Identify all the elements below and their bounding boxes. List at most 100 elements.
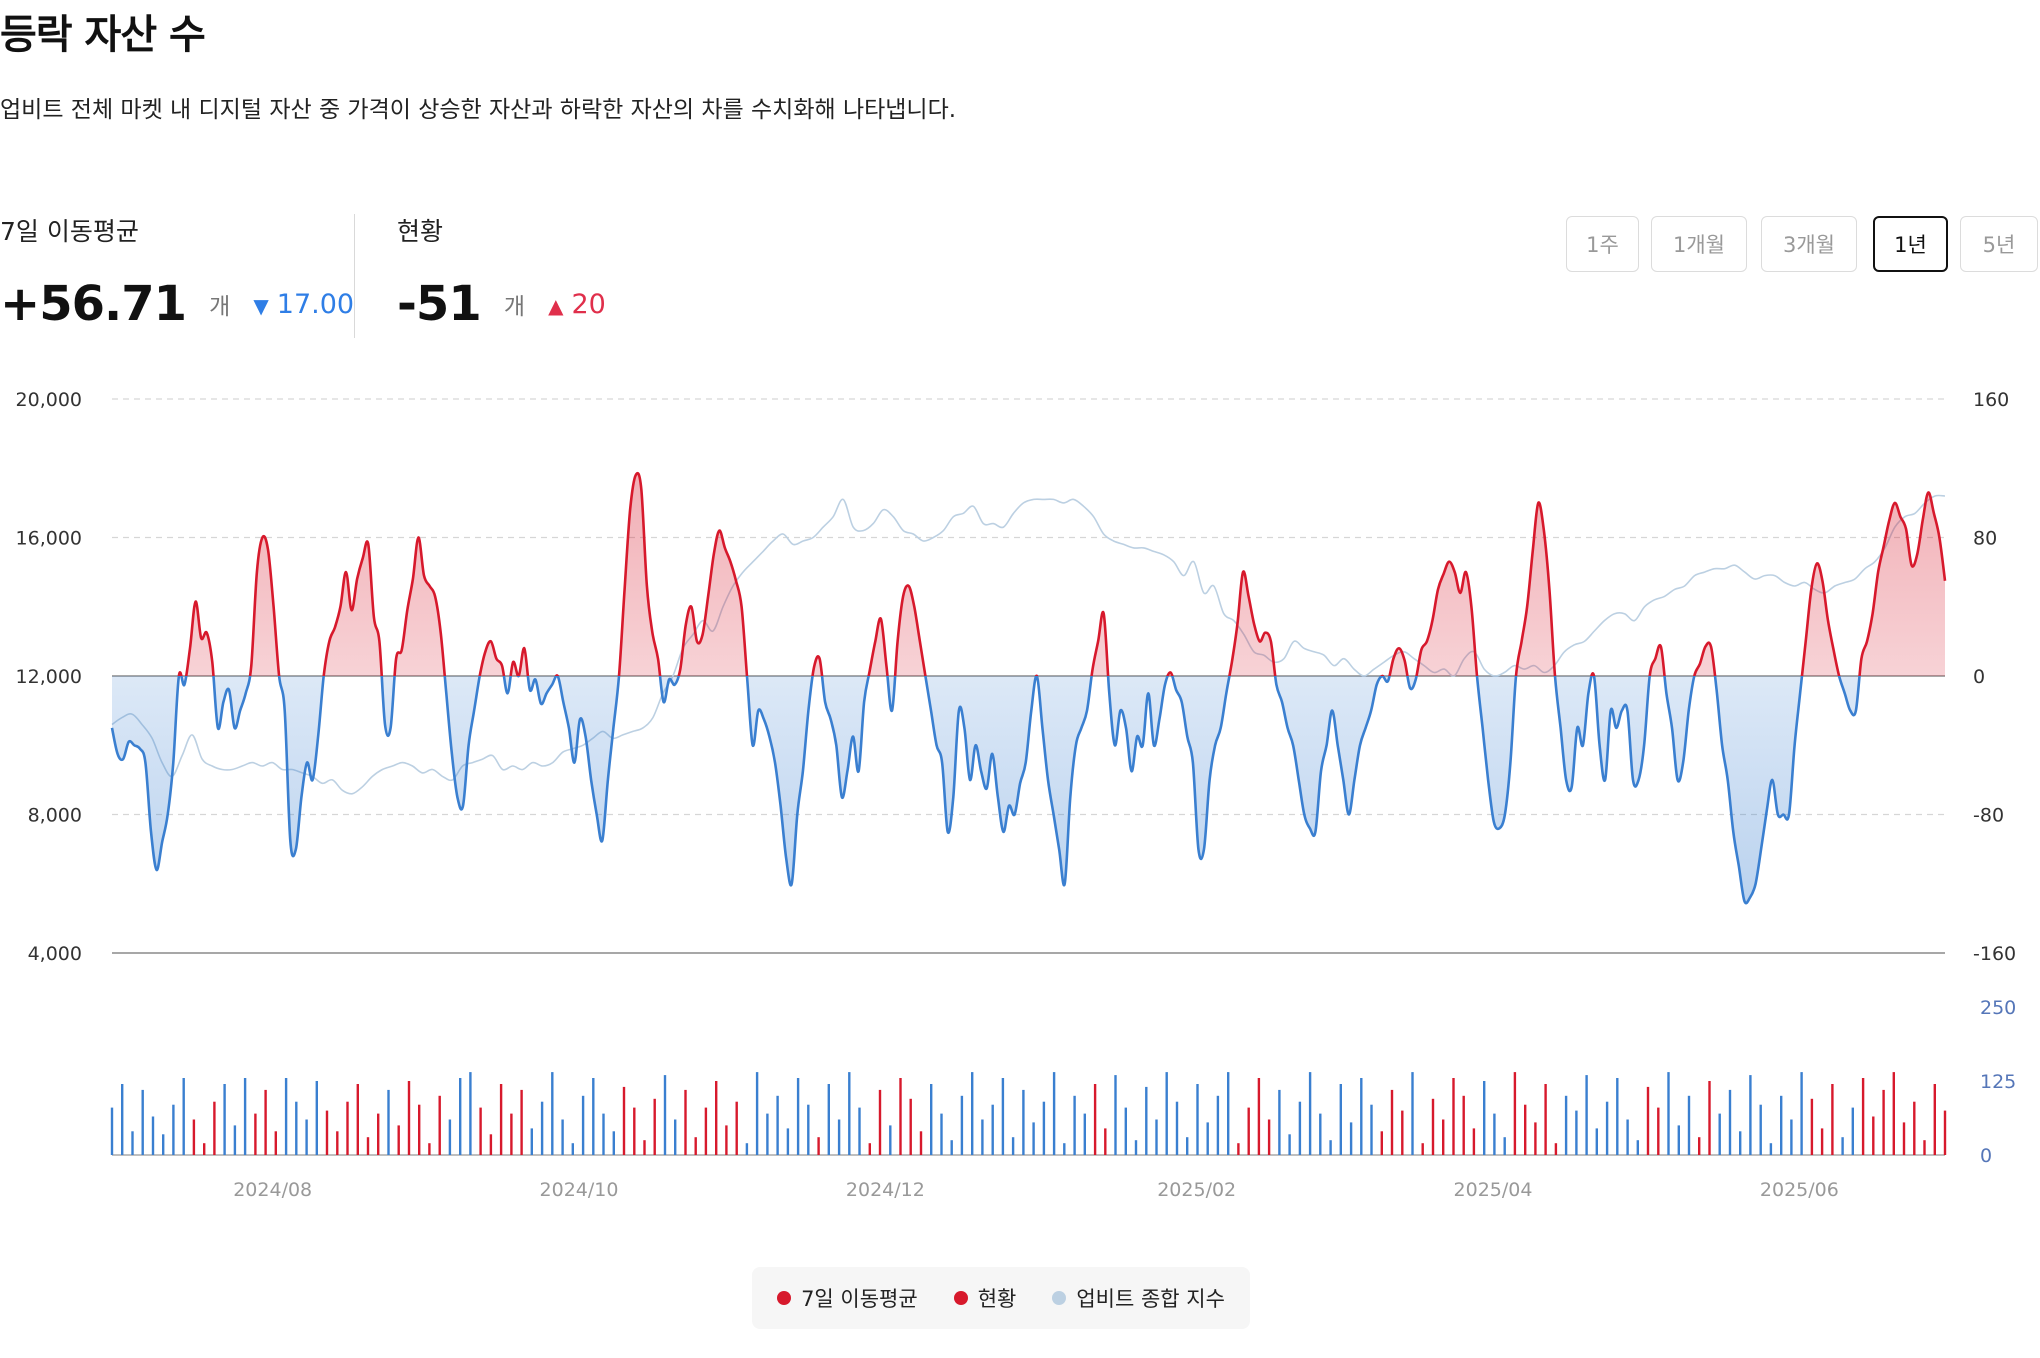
legend-item-index[interactable]: 업비트 종합 지수 (1052, 1283, 1225, 1313)
volume-bar (377, 1113, 380, 1155)
volume-bar (704, 1107, 708, 1155)
volume-bar (284, 1078, 288, 1155)
volume-bar (1360, 1078, 1363, 1155)
y-left-tick-label: 16,000 (16, 528, 82, 550)
triangle-down-icon: ▼ (253, 293, 269, 318)
volume-bar (1370, 1104, 1373, 1155)
volume-bar (315, 1081, 318, 1155)
volume-bar (571, 1143, 574, 1155)
legend-item-current[interactable]: 현황 (953, 1283, 1017, 1313)
volume-bar (274, 1131, 277, 1155)
volume-bar (1083, 1113, 1086, 1155)
volume-bar (1626, 1119, 1629, 1155)
volume-bar (1657, 1107, 1660, 1155)
stat-label: 7일 이동평균 (0, 217, 139, 246)
range-button-5y[interactable]: 5년 (1960, 216, 2038, 272)
stat-divider (354, 214, 355, 338)
volume-bar (182, 1078, 185, 1155)
volume-bar (858, 1107, 861, 1155)
x-tick-label: 2024/08 (233, 1179, 312, 1201)
volume-bar (1165, 1072, 1168, 1155)
volume-bar (1493, 1113, 1496, 1155)
volume-bar (1902, 1122, 1906, 1155)
volume-bar (766, 1113, 769, 1155)
volume-bar (1913, 1101, 1916, 1155)
volume-bar (653, 1098, 656, 1155)
moving-average-line-positive (177, 471, 1947, 676)
volume-bar (950, 1140, 953, 1155)
volume-bar (325, 1110, 329, 1155)
volume-bar (1155, 1119, 1158, 1155)
range-button-1m[interactable]: 1개월 (1651, 216, 1747, 272)
volume-bar (1790, 1119, 1793, 1155)
volume-bar (674, 1119, 677, 1155)
volume-bar (1769, 1143, 1773, 1155)
volume-bar (592, 1078, 595, 1155)
y-right-tick-label: 80 (1973, 528, 1997, 550)
legend-item-moving-average[interactable]: 7일 이동평균 (777, 1283, 918, 1313)
volume-bar (1698, 1137, 1701, 1155)
volume-bar (1462, 1095, 1465, 1155)
volume-bar (940, 1113, 943, 1155)
volume-bar (1636, 1140, 1639, 1155)
volume-bar (397, 1125, 400, 1155)
volume-bar (1483, 1081, 1486, 1155)
volume-bar (807, 1104, 810, 1155)
stat-moving-average: 7일 이동평균 +56.71 개 ▼ 17.00 (0, 212, 354, 332)
stat-change-value: 20 (571, 288, 606, 320)
x-tick-label: 2025/06 (1760, 1179, 1839, 1201)
volume-bar (960, 1095, 964, 1155)
stat-change-value: 17.00 (276, 288, 355, 320)
volume-bar (141, 1089, 144, 1155)
legend-label: 업비트 종합 지수 (1076, 1287, 1225, 1311)
legend-label: 현황 (977, 1287, 1017, 1311)
volume-bar (1390, 1089, 1394, 1155)
stat-label: 현황 (397, 217, 444, 246)
volume-bar (1616, 1078, 1619, 1155)
volume-bar (469, 1072, 472, 1155)
volume-bar (1780, 1095, 1783, 1155)
stat-value: +56.71 (0, 276, 187, 332)
volume-bar (243, 1078, 247, 1155)
volume-bar (1349, 1122, 1353, 1155)
volume-bar (213, 1101, 216, 1155)
volume-bar (1001, 1078, 1005, 1155)
x-tick-label: 2024/10 (540, 1179, 619, 1201)
stat-current: 현황 -51 개 ▲ 20 (397, 212, 606, 332)
volume-bar (1872, 1116, 1875, 1155)
volume-bar (1247, 1107, 1250, 1155)
volume-bar (1134, 1140, 1138, 1155)
volume-bar (919, 1131, 923, 1155)
legend-dot (777, 1291, 792, 1305)
volume-bar (1063, 1143, 1066, 1155)
volume-bar (1431, 1098, 1435, 1155)
range-button-1w[interactable]: 1주 (1566, 216, 1639, 272)
volume-bar (131, 1131, 134, 1155)
volume-bar (878, 1089, 882, 1155)
volume-bar (1882, 1089, 1885, 1155)
volume-bar (172, 1104, 175, 1155)
volume-bar (110, 1107, 114, 1155)
volume-bar (848, 1072, 851, 1155)
volume-bar (1841, 1137, 1844, 1155)
y-left-tick-label: 4,000 (28, 943, 82, 965)
volume-bar (1503, 1137, 1506, 1155)
volume-bar (991, 1104, 994, 1155)
volume-bar (1196, 1084, 1199, 1155)
volume-bar (162, 1134, 165, 1155)
volume-bar (428, 1143, 431, 1155)
range-button-1y[interactable]: 1년 (1873, 216, 1948, 272)
volume-bar (1401, 1110, 1404, 1155)
range-button-3m[interactable]: 3개월 (1761, 216, 1857, 272)
volume-bar (1667, 1072, 1670, 1155)
volume-bar (786, 1128, 790, 1155)
volume-bar (254, 1113, 257, 1155)
volume-bar (1708, 1081, 1711, 1155)
volume-bar (1718, 1113, 1721, 1155)
volume-bar (633, 1107, 636, 1155)
volume-bar (1820, 1128, 1824, 1155)
volume-bar (1267, 1119, 1271, 1155)
volume-bar (643, 1140, 646, 1155)
volume-bar (1032, 1122, 1035, 1155)
volume-bar (971, 1072, 974, 1155)
